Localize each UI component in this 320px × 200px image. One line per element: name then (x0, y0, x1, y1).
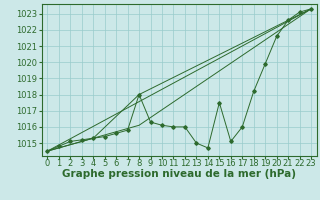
X-axis label: Graphe pression niveau de la mer (hPa): Graphe pression niveau de la mer (hPa) (62, 169, 296, 179)
